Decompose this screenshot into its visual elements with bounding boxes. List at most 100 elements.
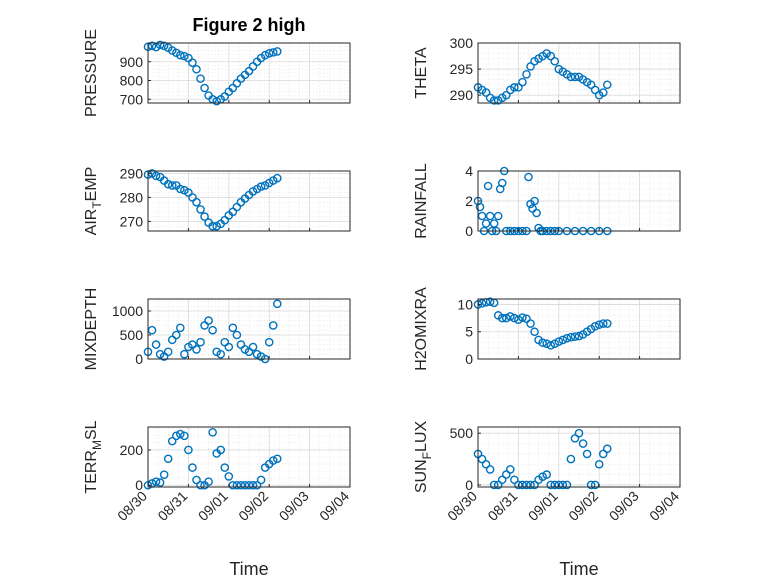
data-point (493, 211, 503, 221)
data-point (248, 342, 258, 352)
axes-frame (147, 298, 351, 360)
data-point (192, 475, 201, 485)
data-point (200, 83, 209, 93)
y-tick-label: 290 (450, 87, 474, 103)
data-point (602, 319, 612, 328)
data-point (481, 88, 491, 97)
data-point (196, 337, 205, 347)
data-point (570, 332, 580, 341)
data-point (180, 349, 189, 359)
data-point (167, 181, 177, 190)
data-point (224, 342, 234, 352)
data-point (497, 475, 507, 485)
y-tick-label: 280 (120, 189, 144, 205)
data-point (598, 88, 608, 97)
x-tick-label: 09/02 (565, 488, 601, 524)
data-point (151, 477, 161, 487)
data-point (510, 313, 519, 323)
axes-background (477, 298, 681, 360)
data-point (574, 331, 584, 341)
data-point (272, 173, 282, 183)
data-point (566, 72, 576, 82)
data-point (224, 472, 234, 481)
y-tick-label: 500 (450, 425, 474, 441)
data-point (570, 434, 580, 443)
data-point (538, 338, 547, 347)
axes-background (147, 170, 351, 232)
x-tick-label: 09/01 (195, 488, 231, 524)
subplot-5: 0 500 1000 MIXDEPTH (83, 288, 351, 370)
subplot-8: 0 500 08/30 08/31 09/01 09/02 09/03 09/04 Time SU… (413, 421, 682, 579)
data-point (526, 62, 535, 71)
data-point (176, 184, 185, 194)
data-point (554, 480, 564, 490)
data-point (501, 470, 511, 479)
y-tick-label: 290 (120, 165, 144, 181)
x-tick-label: 09/04 (646, 488, 682, 524)
data-point (530, 196, 539, 206)
data-point (574, 428, 584, 438)
data-point (268, 456, 278, 465)
data-point (514, 480, 523, 490)
data-point (586, 80, 596, 90)
data-point (192, 197, 201, 207)
data-point (489, 96, 499, 105)
data-point (546, 341, 556, 350)
data-point (196, 74, 205, 83)
data-point (176, 50, 185, 60)
data-point (522, 480, 531, 490)
data-point (594, 320, 604, 329)
data-point (506, 312, 515, 321)
data-point (159, 470, 169, 479)
data-point (155, 40, 165, 50)
data-point (550, 56, 560, 66)
data-point (602, 444, 612, 454)
data-point (163, 179, 173, 189)
subplot-7: 0 200 08/30 08/31 09/01 09/02 09/03 09/04 Time TE… (83, 420, 352, 579)
axes-frame (477, 42, 681, 104)
y-axis-label: AIRTEMP (83, 167, 104, 236)
data-point (602, 80, 612, 90)
data-point (260, 50, 270, 60)
axes-frame (147, 426, 351, 488)
data-point (240, 480, 250, 490)
axes-frame (477, 298, 681, 360)
data-point (598, 449, 608, 459)
data-point (196, 205, 205, 214)
data-point (522, 70, 531, 79)
data-point (558, 335, 568, 345)
axes-frame (477, 426, 681, 488)
x-tick-label: 08/30 (444, 488, 480, 524)
y-axis-label: H2OMIXRA (413, 287, 430, 371)
data-point (518, 313, 527, 322)
data-point (256, 182, 266, 191)
data-point (212, 96, 221, 106)
data-point (590, 85, 600, 95)
data-point (554, 337, 564, 346)
data-point (188, 463, 197, 472)
data-point (475, 202, 485, 212)
y-axis-label: THETA (413, 47, 430, 99)
data-point (180, 431, 189, 441)
y-axis-label: TERRMSL (83, 420, 104, 493)
data-point (216, 445, 226, 455)
data-point (514, 83, 523, 92)
data-point (485, 297, 495, 307)
y-axis-label: SUNFLUX (413, 421, 434, 494)
data-point (483, 181, 493, 191)
data-point (566, 332, 576, 342)
data-point (232, 330, 242, 340)
x-tick-label: 09/02 (235, 488, 271, 524)
subplot-2: 290 295 300 THETA (413, 35, 681, 105)
data-point (530, 480, 539, 490)
y-tick-label: 1000 (112, 303, 143, 319)
data-point (506, 465, 515, 474)
data-point (272, 454, 282, 464)
y-tick-label: 800 (120, 73, 144, 89)
data-point (272, 299, 282, 309)
data-point (192, 345, 201, 354)
data-point (264, 337, 274, 347)
x-tick-label: 08/31 (484, 488, 520, 524)
y-axis-label: RAINFALL (413, 163, 430, 239)
